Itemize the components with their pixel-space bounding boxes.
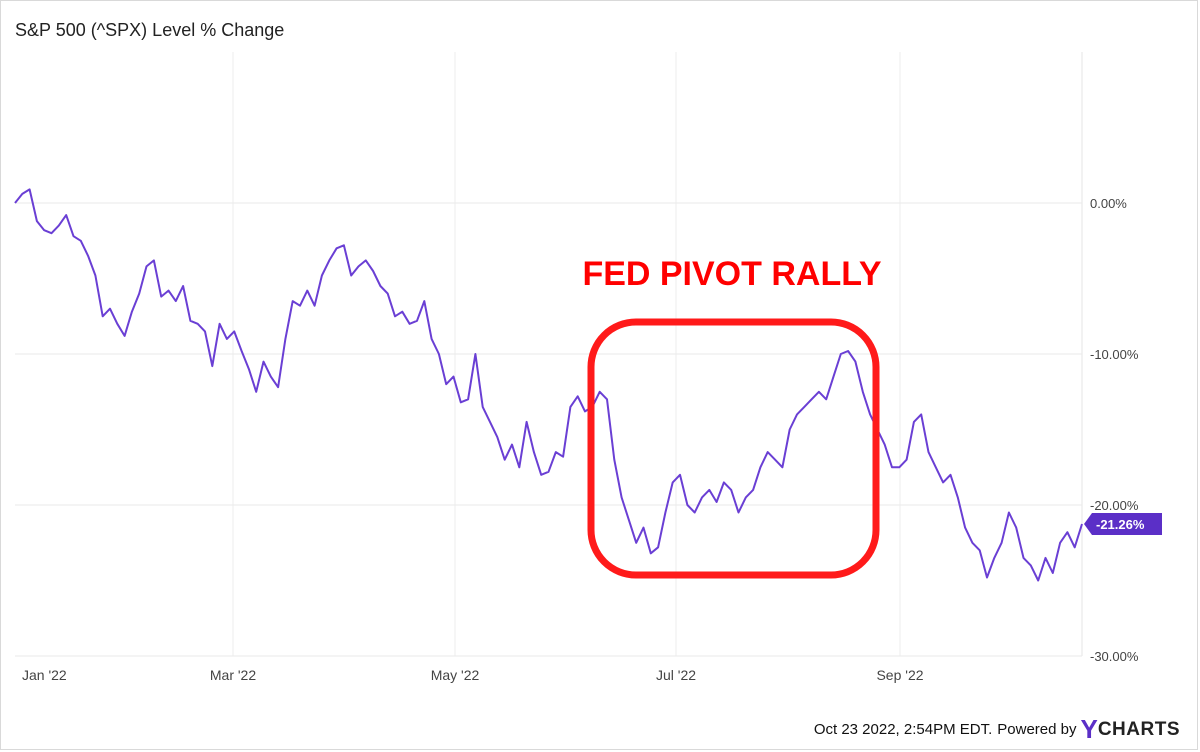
- y-tick-labels: 0.00% -10.00% -20.00% -30.00%: [1090, 196, 1139, 664]
- fed-pivot-rally-label: FED PIVOT RALLY: [582, 255, 881, 293]
- y-tick-label: -10.00%: [1090, 347, 1139, 362]
- spx-series-line: [14, 188, 1083, 582]
- last-value-label: -21.26%: [1096, 517, 1145, 532]
- powered-by-text: Powered by: [997, 720, 1077, 738]
- y-tick-label: 0.00%: [1090, 196, 1127, 211]
- y-tick-label: -20.00%: [1090, 498, 1139, 513]
- grid-lines: [15, 52, 1083, 657]
- x-tick-labels: Jan '22 Mar '22 May '22 Jul '22 Sep '22: [22, 667, 924, 683]
- x-tick-label: May '22: [431, 667, 480, 683]
- ycharts-logo-y: Y: [1080, 714, 1098, 744]
- chart-title: S&P 500 (^SPX) Level % Change: [15, 20, 285, 40]
- x-tick-label: Jan '22: [22, 667, 67, 683]
- ycharts-logo-text: CHARTS: [1097, 718, 1180, 740]
- timestamp: Oct 23 2022, 2:54PM EDT.: [813, 720, 993, 738]
- series-layer: [14, 188, 1083, 582]
- x-tick-label: Mar '22: [210, 667, 256, 683]
- y-tick-label: -30.00%: [1090, 649, 1139, 664]
- last-value-badge: [1084, 513, 1162, 536]
- x-tick-label: Jul '22: [656, 667, 696, 683]
- chart-footer: Oct 23 2022, 2:54PM EDT. Powered by Y CH…: [814, 716, 1180, 742]
- x-tick-label: Sep '22: [876, 667, 923, 683]
- annotation-layer: FED PIVOT RALLY: [582, 255, 882, 579]
- last-value-badge-group: -21.26%: [1084, 513, 1162, 536]
- fed-pivot-highlight-box: [587, 318, 880, 579]
